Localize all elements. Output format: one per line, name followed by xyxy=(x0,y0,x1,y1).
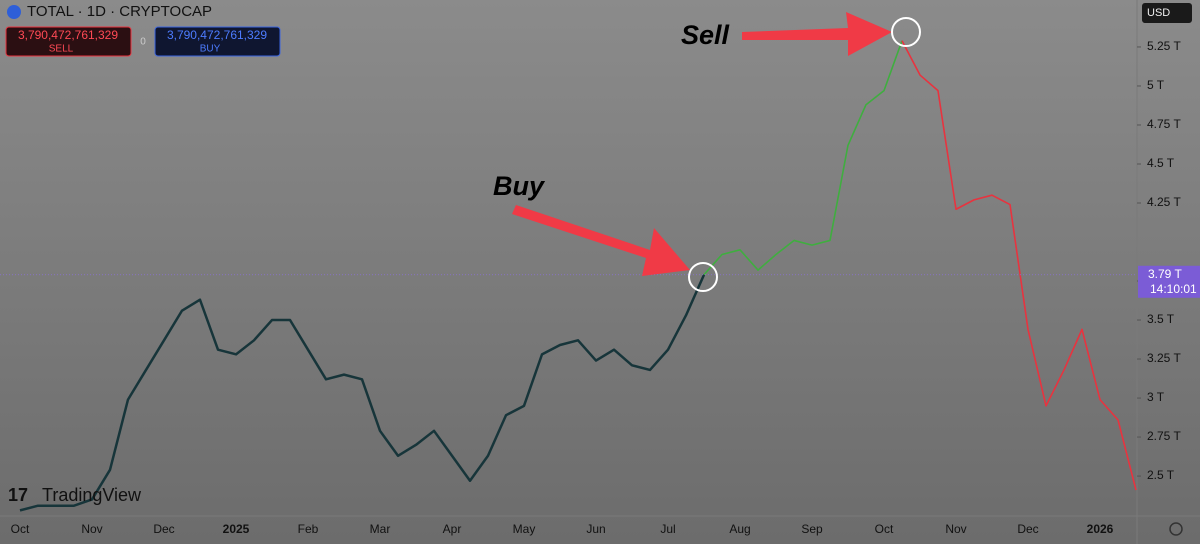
symbol-title: TOTAL · 1D · CRYPTOCAP xyxy=(27,3,212,20)
x-tick-label: Dec xyxy=(1017,522,1038,536)
symbol-icon xyxy=(7,5,21,19)
last-price-box xyxy=(1138,265,1200,298)
sell-box[interactable] xyxy=(5,26,132,57)
plot xyxy=(0,40,1137,512)
price-line xyxy=(19,274,706,512)
sell-label[interactable]: SELL xyxy=(49,44,74,55)
x-tick-label: Oct xyxy=(875,522,894,536)
x-tick-label: Dec xyxy=(153,522,174,536)
y-tick-label: 5.25 T xyxy=(1147,39,1181,53)
currency[interactable]: USD xyxy=(1147,7,1170,19)
x-tick-label: 2025 xyxy=(223,522,250,536)
x-tick-label: Mar xyxy=(370,522,391,536)
buy-annotation: Buy xyxy=(493,171,546,201)
y-tick-label: 3.25 T xyxy=(1147,351,1181,365)
y-tick-label: 3 T xyxy=(1147,390,1165,404)
y-tick-label: 3.5 T xyxy=(1147,312,1175,326)
y-tick-label: 2.5 T xyxy=(1147,468,1175,482)
price-line xyxy=(901,40,1137,491)
sell-circle xyxy=(891,17,921,47)
last-price-label: 3.79 T xyxy=(1148,267,1182,281)
buy-box[interactable] xyxy=(154,26,281,57)
x-tick-label: Nov xyxy=(945,522,966,536)
y-tick-label: 4.5 T xyxy=(1147,156,1175,170)
x-tick-label: Jun xyxy=(586,522,605,536)
y-tick-label: 2.75 T xyxy=(1147,429,1181,443)
x-tick-label: Jul xyxy=(660,522,675,536)
y-tick-label: 4.25 T xyxy=(1147,195,1181,209)
sell-annotation: Sell xyxy=(681,20,730,50)
x-tick-label: 2026 xyxy=(1087,522,1114,536)
sell-arrow xyxy=(742,12,892,56)
spread: 0 xyxy=(140,37,146,48)
x-tick-label: Aug xyxy=(729,522,750,536)
x-tick-label: May xyxy=(513,522,536,536)
watermark-logo: 17 xyxy=(8,485,28,505)
y-tick-label: 4.75 T xyxy=(1147,117,1181,131)
x-tick-label: Sep xyxy=(801,522,823,536)
x-tick-label: Nov xyxy=(81,522,102,536)
sell-price[interactable]: 3,790,472,761,329 xyxy=(18,28,118,42)
x-tick-label: Feb xyxy=(298,522,319,536)
price-line xyxy=(703,40,903,276)
settings-icon[interactable] xyxy=(1169,522,1183,536)
x-tick-label: Apr xyxy=(443,522,462,536)
buy-arrow xyxy=(512,205,690,276)
buy-price[interactable]: 3,790,472,761,329 xyxy=(167,28,267,42)
countdown: 14:10:01 xyxy=(1150,282,1197,296)
currency-box[interactable] xyxy=(1142,3,1192,23)
buy-label[interactable]: BUY xyxy=(200,44,221,55)
watermark: TradingView xyxy=(42,485,142,505)
y-tick-label: 5 T xyxy=(1147,78,1165,92)
buy-circle xyxy=(688,262,718,292)
x-tick-label: Oct xyxy=(11,522,30,536)
